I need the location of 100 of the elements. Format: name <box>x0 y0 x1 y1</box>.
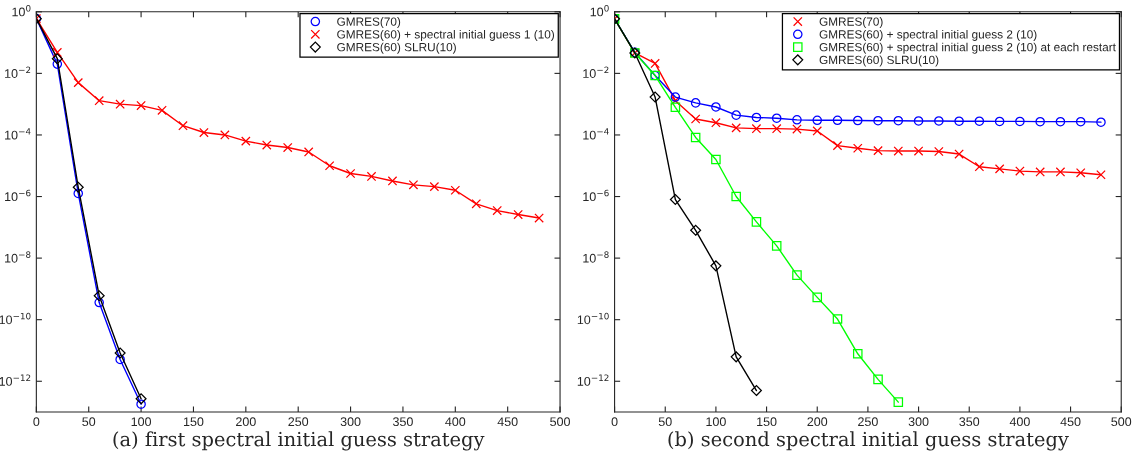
point <box>73 188 84 199</box>
point <box>711 102 721 112</box>
x-tick-label: 200 <box>807 417 828 427</box>
point <box>832 140 843 151</box>
point <box>731 191 741 202</box>
y-tick-label: 10$^{−10}$ <box>0 312 31 325</box>
x-tick-label: 150 <box>183 417 204 427</box>
point <box>450 185 461 196</box>
point <box>974 161 985 172</box>
legend-label: GMRES(60) + spectral initial guess 2 (10) at each restart <box>819 42 1116 54</box>
x-tick-label: 100 <box>706 417 726 427</box>
y-tick-label: 10$^{−4}$ <box>583 128 609 140</box>
point <box>261 140 272 150</box>
point <box>1075 116 1086 127</box>
point <box>771 241 782 251</box>
point <box>135 393 147 405</box>
point <box>1055 167 1066 177</box>
point <box>366 171 377 182</box>
point <box>72 181 84 193</box>
y-tick-label: 10$^{−4}$ <box>5 128 31 140</box>
point <box>303 147 314 157</box>
x-tick-label: 150 <box>757 417 777 427</box>
point <box>893 146 904 156</box>
point <box>974 116 985 126</box>
point <box>492 205 502 216</box>
point <box>771 113 782 123</box>
y-tick-label: 10$^{−8}$ <box>583 251 609 263</box>
point <box>731 123 741 133</box>
x-tick-label: 400 <box>1009 417 1030 427</box>
point <box>157 105 167 116</box>
point <box>649 91 661 103</box>
legend-label: GMRES(60) SLRU(10) <box>337 42 456 54</box>
point <box>471 199 482 209</box>
point <box>115 354 125 365</box>
point <box>913 146 924 156</box>
point <box>994 164 1005 174</box>
y-tick-label: 10$^{0}$ <box>590 4 609 17</box>
y-tick-label: 10$^{−6}$ <box>583 189 609 202</box>
point <box>751 217 762 227</box>
point <box>115 99 125 109</box>
x-tick-label: 500 <box>550 417 570 427</box>
point <box>893 115 904 126</box>
point <box>893 397 904 407</box>
point <box>1055 116 1066 127</box>
y-tick-label: 10$^{−12}$ <box>577 374 609 386</box>
x-tick-label: 300 <box>340 417 361 427</box>
point <box>771 123 782 134</box>
x-tick-label: 0 <box>611 417 618 427</box>
point <box>429 181 440 192</box>
legend-label: GMRES(60) + spectral initial guess 1 (10) <box>337 29 555 41</box>
point <box>241 136 251 146</box>
point <box>1096 169 1106 180</box>
point <box>792 115 802 125</box>
point <box>650 58 660 69</box>
point <box>136 100 146 111</box>
point <box>51 53 63 65</box>
point <box>852 349 863 359</box>
point <box>136 399 146 409</box>
point <box>954 149 964 159</box>
point <box>730 351 742 363</box>
point <box>690 132 701 143</box>
y-tick-label: 10$^{−12}$ <box>0 374 31 386</box>
point <box>751 112 762 123</box>
point <box>513 209 523 220</box>
point <box>934 146 944 157</box>
x-tick-label: 500 <box>1111 417 1132 427</box>
point <box>282 142 293 153</box>
point <box>93 290 105 302</box>
point <box>751 123 762 134</box>
legend-label: GMRES(60) + spectral initial guess 2 (10) <box>819 29 1037 41</box>
point <box>832 115 843 126</box>
y-tick-label: 10$^{−2}$ <box>583 66 609 78</box>
point <box>534 213 544 223</box>
x-tick-label: 250 <box>858 417 878 427</box>
point <box>94 297 104 308</box>
point <box>690 224 702 236</box>
point <box>670 102 681 113</box>
y-tick-label: 10$^{−10}$ <box>577 312 609 325</box>
point <box>690 114 701 124</box>
point <box>710 260 722 272</box>
point <box>669 193 681 206</box>
point <box>690 98 701 108</box>
point <box>73 77 84 88</box>
x-tick-label: 450 <box>1060 417 1081 427</box>
x-tick-label: 350 <box>392 417 413 427</box>
point <box>913 116 924 126</box>
point <box>873 145 883 156</box>
x-axis-title: (b) second spectral initial guess strategy <box>668 431 1069 451</box>
point <box>220 130 230 140</box>
point <box>873 374 883 385</box>
point <box>812 115 823 126</box>
point <box>114 347 126 359</box>
point <box>345 168 356 179</box>
point <box>94 95 104 106</box>
legend-label: GMRES(60) SLRU(10) <box>819 55 939 67</box>
point <box>178 120 188 131</box>
x-tick-label: 0 <box>33 417 40 427</box>
y-tick-label: 10$^{−8}$ <box>5 251 31 263</box>
point <box>52 47 63 58</box>
y-tick-label: 10$^{−2}$ <box>5 66 31 78</box>
